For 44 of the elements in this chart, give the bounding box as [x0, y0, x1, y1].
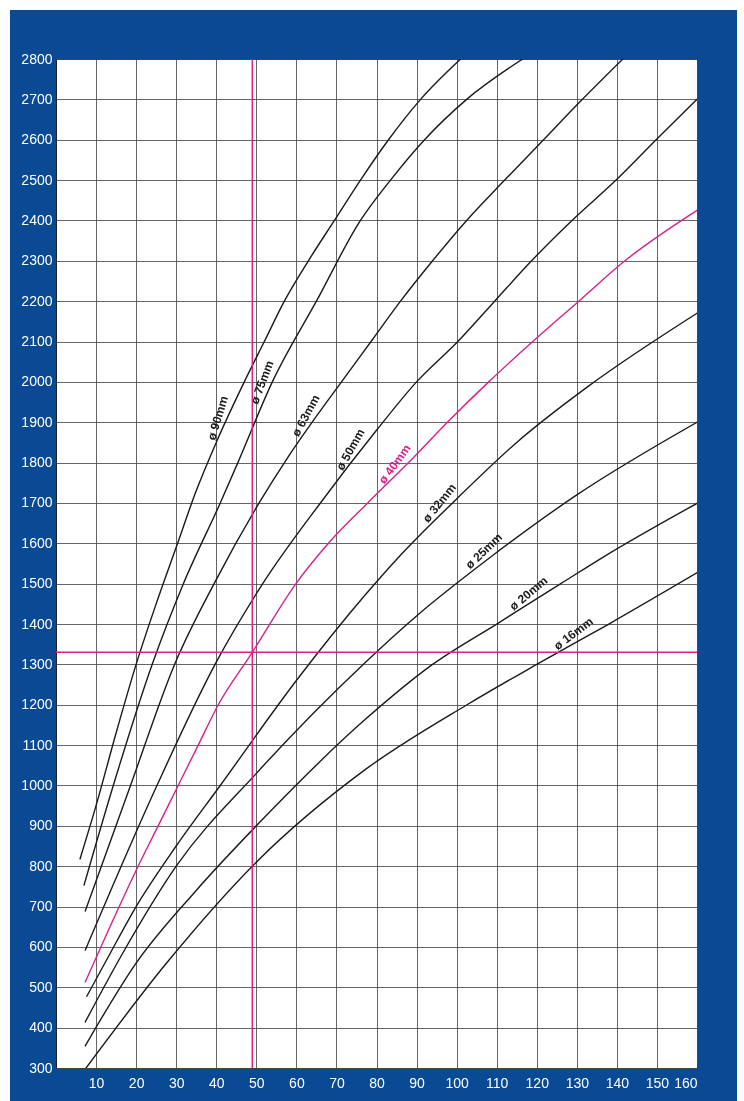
- y-tick-label: 2600: [21, 131, 53, 148]
- y-tick-label: 1400: [21, 615, 53, 632]
- x-tick-label: 80: [369, 1074, 385, 1091]
- y-tick-label: 2800: [21, 50, 53, 67]
- x-tick-label: 150: [645, 1074, 670, 1091]
- y-tick-label: 2300: [21, 252, 53, 269]
- x-tick-label: 10: [88, 1074, 105, 1091]
- y-tick-label: 2400: [21, 211, 53, 228]
- x-tick-label: 110: [486, 1074, 509, 1091]
- y-tick-label: 300: [29, 1059, 53, 1076]
- x-tick-label: 30: [168, 1074, 185, 1091]
- text: ø 90mm: [204, 394, 231, 442]
- y-tick-label: 1500: [21, 575, 53, 592]
- x-tick-label: 90: [409, 1074, 426, 1091]
- x-tick-label: 20: [128, 1074, 145, 1091]
- x-tick-label: 120: [525, 1074, 550, 1091]
- y-tick-label: 2500: [21, 171, 53, 188]
- y-tick-label: 1700: [21, 494, 53, 511]
- text: ø 75mm: [247, 358, 277, 406]
- y-tick-label: 800: [29, 857, 53, 874]
- y-tick-label: 1200: [21, 696, 53, 713]
- y-tick-label: 2100: [21, 333, 53, 350]
- x-tick-label: 130: [565, 1074, 590, 1091]
- y-tick-label: 1900: [21, 413, 53, 430]
- x-tick-label: 100: [445, 1074, 470, 1091]
- y-tick-label: 2700: [21, 90, 53, 107]
- y-tick-label: 700: [29, 898, 53, 915]
- y-tick-label: 1800: [21, 454, 53, 471]
- y-tick-label: 1300: [21, 655, 53, 672]
- x-tick-label: 70: [329, 1074, 345, 1091]
- x-tick-label: 40: [208, 1074, 225, 1091]
- y-tick-label: 400: [29, 1019, 53, 1036]
- x-tick-label: 160: [674, 1074, 698, 1091]
- y-tick-label: 500: [29, 978, 53, 995]
- y-tick-label: 900: [29, 817, 53, 834]
- x-tick-label: 140: [605, 1074, 630, 1091]
- y-tick-label: 1600: [21, 534, 53, 551]
- x-tick-label: 50: [249, 1074, 265, 1091]
- x-tick-label: 60: [289, 1074, 305, 1091]
- y-tick-label: 1000: [21, 776, 53, 793]
- y-tick-label: 2000: [21, 373, 53, 390]
- y-tick-label: 2200: [21, 292, 53, 309]
- y-tick-label: 600: [29, 938, 53, 955]
- y-tick-label: 1100: [22, 736, 53, 753]
